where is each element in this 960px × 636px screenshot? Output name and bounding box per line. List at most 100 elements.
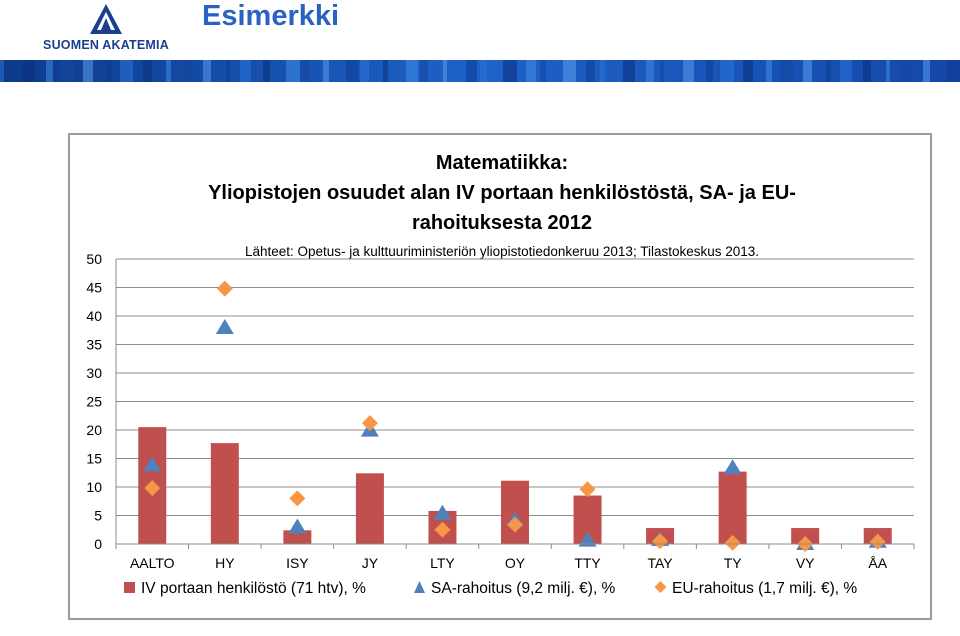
band-stripe [240, 60, 251, 82]
triangle-point [433, 504, 452, 520]
chart-title-line-2: Yliopistojen osuudet alan IV portaan hen… [208, 182, 796, 204]
diamond-point [579, 481, 596, 498]
band-stripe [526, 60, 536, 82]
band-stripe [646, 60, 654, 82]
x-tick-label: ÅA [868, 555, 887, 571]
y-tick-label: 25 [86, 394, 102, 410]
triangle-point [288, 518, 307, 534]
diamond-point [144, 480, 161, 497]
band-stripe [226, 60, 230, 82]
diamond-point [434, 521, 451, 538]
y-tick-label: 10 [86, 479, 102, 495]
diamond-point [652, 533, 669, 550]
band-stripe [840, 60, 852, 82]
chart-title-line-3: rahoituksesta 2012 [412, 212, 592, 234]
band-stripe [683, 60, 694, 82]
x-tick-label: OY [505, 555, 526, 571]
logo: SUOMEN AKATEMIA [40, 2, 172, 54]
band-stripe [420, 60, 428, 82]
y-tick-label: 35 [86, 337, 102, 353]
diamond-point [289, 490, 306, 507]
chart: Matematiikka: Yliopistojen osuudet alan … [86, 152, 915, 597]
band-stripe [263, 60, 270, 82]
band-stripe [106, 60, 112, 82]
slide-title: Esimerkki [202, 0, 340, 32]
y-tick-label: 30 [86, 365, 102, 381]
x-tick-label: TAY [648, 555, 674, 571]
diamond-series [144, 280, 886, 552]
band-stripe [406, 60, 418, 82]
band-stripe [300, 60, 310, 82]
y-tick-label: 50 [86, 251, 102, 267]
band-stripe [503, 60, 517, 82]
chart-frame: Matematiikka: Yliopistojen osuudet alan … [68, 133, 932, 620]
y-tick-label: 40 [86, 308, 102, 324]
chart-subtitle: Lähteet: Opetus- ja kulttuuriministeriön… [245, 244, 759, 259]
band-stripe [443, 60, 447, 82]
x-tick-label: AALTO [130, 555, 175, 571]
band-stripe [286, 60, 300, 82]
diamond-point [724, 534, 741, 551]
band-stripe [720, 60, 734, 82]
legend-swatch-diamond [654, 581, 667, 593]
bar [283, 530, 312, 544]
triangle-point [723, 459, 742, 475]
legend-label: EU-rahoitus (1,7 milj. €), % [672, 580, 857, 597]
diamond-point [361, 415, 378, 432]
y-tick-label: 15 [86, 451, 102, 467]
x-tick-label: TTY [574, 555, 601, 571]
triangle-point [578, 531, 597, 547]
band-stripe [863, 60, 871, 82]
diamond-point [216, 280, 233, 297]
x-tick-label: JY [362, 555, 379, 571]
band-stripe [923, 60, 930, 82]
band-stripe [826, 60, 831, 82]
x-tick-label: TY [724, 555, 743, 571]
band-stripe [143, 60, 152, 82]
triangle-point [143, 456, 162, 472]
decorative-band [0, 60, 960, 82]
y-tick-label: 20 [86, 422, 102, 438]
bar [718, 471, 747, 544]
chart-title: Matematiikka: Yliopistojen osuudet alan … [208, 152, 796, 234]
legend-label: IV portaan henkilöstö (71 htv), % [141, 580, 366, 597]
band-stripe [466, 60, 477, 82]
logo-text: SUOMEN AKATEMIA [43, 38, 169, 52]
diamond-point [869, 533, 886, 550]
legend-label: SA-rahoitus (9,2 milj. €), % [431, 580, 616, 597]
band-stripe [946, 60, 960, 82]
y-tick-label: 5 [94, 508, 102, 524]
band-stripe [60, 60, 74, 82]
x-axis: AALTO HY ISY JY LTY OY TTY TAY TY VY ÅA [115, 543, 915, 571]
x-tick-label: ISY [286, 555, 309, 571]
logo-mark-icon [90, 4, 122, 34]
band-stripe [886, 60, 890, 82]
band-stripe [766, 60, 772, 82]
band-stripe [706, 60, 713, 82]
band-stripe [743, 60, 753, 82]
diamond-point [507, 516, 523, 533]
band-stripe [563, 60, 576, 82]
x-tick-label: LTY [430, 555, 455, 571]
bar [355, 473, 384, 544]
triangle-point [215, 318, 234, 334]
band-stripe [180, 60, 192, 82]
band-stripe [660, 60, 664, 82]
x-tick-label: VY [796, 555, 815, 571]
band-stripe [203, 60, 211, 82]
band-stripe [0, 60, 4, 82]
y-axis: 0 5 10 15 20 25 30 35 40 45 50 [86, 251, 117, 552]
y-tick-label: 0 [94, 536, 102, 552]
band-stripe [166, 60, 171, 82]
chart-title-line-1: Matematiikka: [436, 152, 568, 174]
bar [210, 443, 239, 544]
band-stripe [360, 60, 369, 82]
legend-swatch-bar [124, 582, 135, 593]
band-stripe [540, 60, 546, 82]
x-tick-label: HY [215, 555, 235, 571]
legend-swatch-triangle [414, 581, 425, 593]
band-stripe [623, 60, 635, 82]
band-stripe [23, 60, 34, 82]
band-stripe [46, 60, 53, 82]
band-stripe [346, 60, 359, 82]
